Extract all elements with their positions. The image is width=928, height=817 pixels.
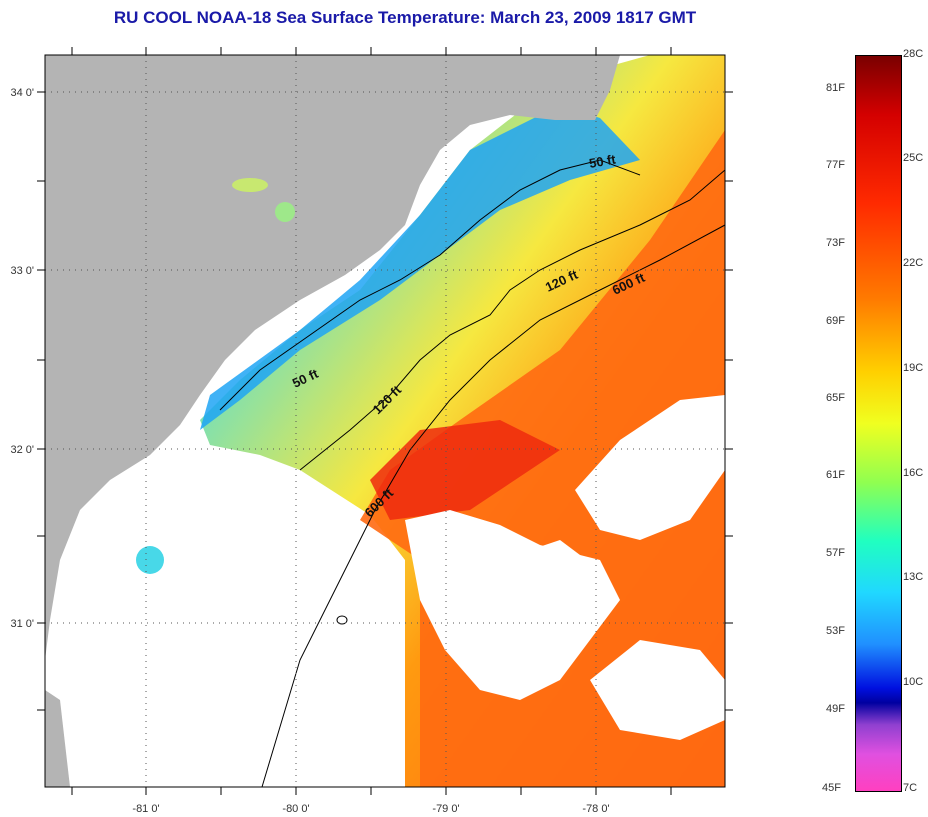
cb-f-57: 57F [826, 547, 845, 559]
coastal-spot [136, 546, 164, 574]
cb-c-22: 22C [903, 257, 924, 269]
map-title: RU COOL NOAA-18 Sea Surface Temperature:… [113, 8, 697, 27]
cb-c-19: 19C [903, 362, 924, 374]
map-frame [44, 54, 726, 788]
lake-spot [275, 202, 295, 222]
land-lower [45, 690, 70, 787]
cloud-patch-4 [500, 540, 600, 620]
contour-600ft [261, 224, 725, 787]
cb-f-69: 69F [826, 315, 845, 327]
cb-f-65: 65F [826, 392, 845, 404]
lon-label-78: -78 0' [582, 803, 609, 815]
cloud-patch-3 [590, 640, 725, 740]
lon-label-79: -79 0' [432, 803, 459, 815]
lat-label-32: 32 0' [10, 444, 34, 456]
tick-marks [37, 47, 733, 795]
lat-label-31: 31 0' [10, 618, 34, 630]
red-patch [370, 420, 560, 520]
color-bar [855, 55, 902, 792]
cb-f-53: 53F [826, 625, 845, 637]
cb-f-81: 81F [826, 82, 845, 94]
cb-c-13: 13C [903, 571, 924, 583]
cb-c-7: 7C [903, 782, 918, 794]
lon-label-80: -80 0' [282, 803, 309, 815]
cb-f-73: 73F [826, 237, 845, 249]
land [45, 55, 620, 660]
contour-ring [336, 615, 348, 625]
cloud-patch-1 [575, 395, 725, 540]
cb-c-16: 16C [903, 467, 924, 479]
lat-label-34: 34 0' [10, 87, 34, 99]
contour-50ft [219, 159, 641, 411]
cb-c-10: 10C [903, 676, 924, 688]
cb-c-25: 25C [903, 152, 924, 164]
contour-label-50ft-a: 50 ft [588, 151, 618, 171]
lon-label-81: -81 0' [132, 803, 159, 815]
graticule [45, 55, 725, 787]
lat-label-33: 33 0' [10, 265, 34, 277]
lake-spot-2 [232, 178, 268, 192]
cb-f-61: 61F [826, 469, 845, 481]
contour-120ft [299, 169, 725, 471]
cb-f-45: 45F [822, 782, 841, 794]
cb-c-28: 28C [903, 48, 924, 60]
cb-f-49: 49F [826, 703, 845, 715]
cb-f-77: 77F [826, 159, 845, 171]
